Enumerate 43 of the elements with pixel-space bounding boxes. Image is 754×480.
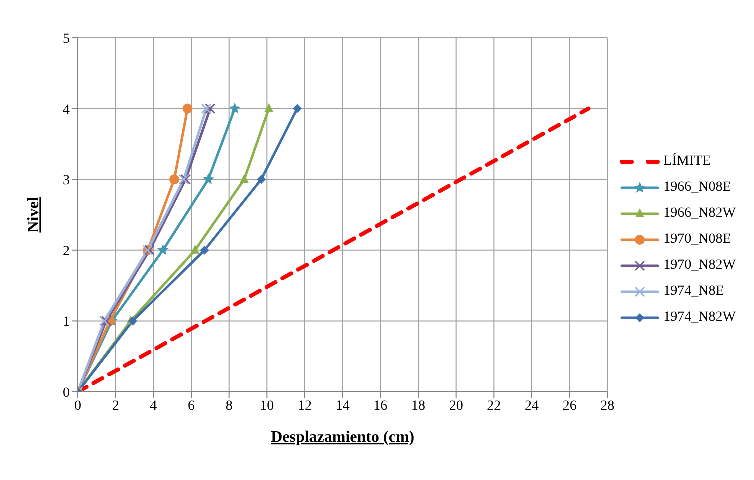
legend-label: 1974_N82W — [664, 310, 736, 326]
point — [264, 103, 274, 112]
point — [256, 175, 266, 184]
point — [229, 102, 241, 114]
x-tick-label: 28 — [600, 398, 615, 414]
y-tick-label: 2 — [63, 244, 70, 260]
x-tick-label: 6 — [188, 398, 195, 414]
point — [157, 244, 169, 256]
legend-label: 1970_N08E — [664, 232, 732, 248]
x-tick-label: 10 — [260, 398, 274, 414]
point — [240, 174, 249, 184]
y-tick-label: 5 — [63, 32, 70, 47]
point — [200, 246, 210, 255]
legend-label: LÍMITE — [664, 154, 712, 170]
y-tick-label: 0 — [63, 386, 70, 401]
x-tick-label: 2 — [112, 398, 120, 414]
x-tick-label: 18 — [412, 398, 426, 414]
point — [169, 174, 180, 185]
legend-label: 1966_N08E — [664, 180, 732, 196]
x-tick-label: 12 — [298, 398, 312, 414]
y-tick-label: 3 — [63, 174, 70, 189]
x-tick-label: 8 — [226, 398, 233, 414]
y-tick-label: 4 — [63, 102, 70, 118]
x-axis-title: Desplazamiento (cm) — [271, 429, 415, 446]
x-tick-label: 14 — [336, 398, 350, 414]
x-tick-label: 0 — [74, 398, 82, 414]
x-tick-label: 16 — [374, 398, 388, 414]
x-tick-label: 24 — [525, 398, 540, 414]
point — [201, 104, 212, 114]
legend-label: 1966_N82W — [664, 206, 736, 222]
x-tick-label: 20 — [449, 398, 464, 414]
x-tick-label: 4 — [150, 398, 158, 414]
point — [202, 174, 214, 184]
point — [182, 104, 193, 114]
x-tick-label: 22 — [487, 398, 502, 414]
legend-label: 1970_N82W — [664, 258, 736, 274]
point — [292, 104, 302, 114]
legend-label: 1974_N8E — [664, 284, 724, 300]
point — [190, 244, 200, 254]
y-tick-label: 1 — [63, 315, 70, 330]
x-tick-label: 26 — [562, 398, 577, 414]
y-axis-title: Nivel — [26, 196, 43, 233]
point — [205, 104, 216, 114]
